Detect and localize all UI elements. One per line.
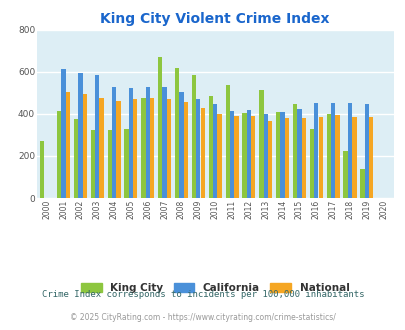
Bar: [90, 130, 95, 198]
Bar: [284, 118, 288, 198]
Bar: [124, 129, 128, 198]
Bar: [200, 108, 205, 198]
Bar: [128, 87, 133, 198]
Bar: [343, 151, 347, 198]
Bar: [213, 104, 217, 198]
Bar: [141, 98, 145, 198]
Bar: [57, 111, 61, 198]
Bar: [208, 96, 212, 198]
Bar: [191, 75, 196, 198]
Legend: King City, California, National: King City, California, National: [77, 279, 353, 297]
Bar: [229, 111, 234, 198]
Bar: [368, 117, 373, 198]
Bar: [263, 114, 267, 198]
Bar: [292, 104, 296, 198]
Bar: [116, 101, 120, 198]
Bar: [66, 92, 70, 198]
Bar: [158, 57, 162, 198]
Bar: [275, 112, 280, 198]
Bar: [217, 114, 221, 198]
Bar: [145, 86, 149, 198]
Bar: [242, 113, 246, 198]
Text: Crime Index corresponds to incidents per 100,000 inhabitants: Crime Index corresponds to incidents per…: [42, 290, 363, 299]
Bar: [330, 103, 335, 198]
Bar: [61, 69, 66, 198]
Bar: [175, 68, 179, 198]
Text: © 2025 CityRating.com - https://www.cityrating.com/crime-statistics/: © 2025 CityRating.com - https://www.city…: [70, 313, 335, 322]
Bar: [107, 130, 111, 198]
Bar: [246, 110, 250, 198]
Bar: [326, 114, 330, 198]
Bar: [301, 118, 305, 198]
Bar: [318, 116, 322, 198]
Bar: [179, 92, 183, 198]
Bar: [78, 73, 82, 198]
Bar: [258, 90, 263, 198]
Bar: [133, 99, 137, 198]
Bar: [313, 103, 318, 198]
Bar: [225, 85, 229, 198]
Bar: [234, 116, 238, 198]
Bar: [360, 169, 364, 198]
Bar: [196, 99, 200, 198]
Bar: [99, 98, 104, 198]
Bar: [309, 129, 313, 198]
Bar: [267, 120, 272, 198]
Bar: [40, 141, 44, 198]
Bar: [364, 104, 368, 198]
Bar: [82, 94, 87, 198]
Bar: [296, 109, 301, 198]
Bar: [112, 86, 116, 198]
Title: King City Violent Crime Index: King City Violent Crime Index: [100, 12, 329, 26]
Bar: [166, 99, 171, 198]
Bar: [95, 75, 99, 198]
Bar: [347, 103, 351, 198]
Bar: [352, 117, 356, 198]
Bar: [162, 87, 166, 198]
Bar: [149, 98, 154, 198]
Bar: [183, 102, 188, 198]
Bar: [335, 115, 339, 198]
Bar: [251, 116, 255, 198]
Bar: [74, 119, 78, 198]
Bar: [280, 112, 284, 198]
